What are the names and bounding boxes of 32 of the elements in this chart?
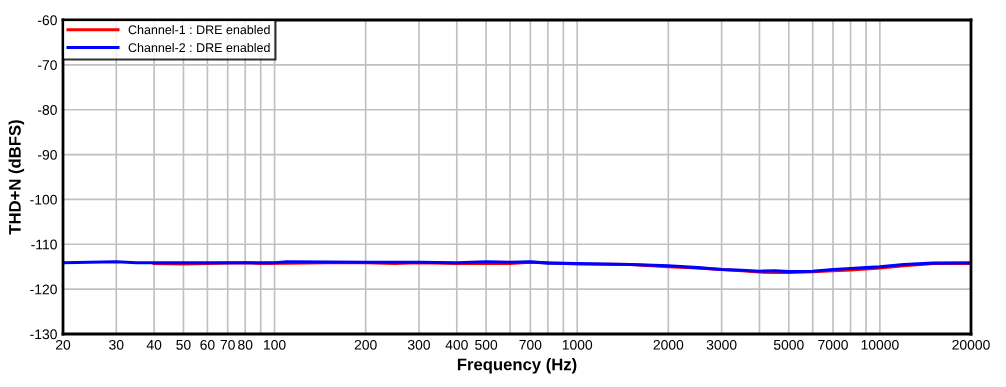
x-tick-label: 60	[200, 339, 215, 350]
y-tick-label: -80	[37, 105, 57, 115]
y-tick-label: -130	[30, 329, 57, 340]
y-tick-label: -60	[37, 15, 57, 26]
x-tick-label: 10000	[861, 339, 899, 350]
x-tick-label: 200	[354, 339, 377, 350]
x-tick-label: 100	[264, 339, 286, 350]
x-axis-title: Frequency (Hz)	[457, 358, 577, 374]
x-tick-label: 5000	[773, 339, 804, 350]
x-tick-label: 20000	[952, 339, 990, 350]
x-tick-label: 400	[445, 339, 468, 350]
y-tick-label: -90	[37, 149, 57, 160]
x-tick-label: 70	[220, 339, 235, 350]
y-tick-label: -70	[37, 60, 57, 71]
x-tick-label: 50	[176, 339, 191, 350]
x-tick-label: 3000	[706, 339, 737, 350]
x-tick-label: 1000	[562, 339, 593, 350]
x-tick-label: 40	[146, 339, 162, 350]
x-tick-label: 80	[238, 339, 253, 350]
x-tick-label: 30	[109, 339, 124, 350]
x-tick-label: 7000	[818, 339, 848, 350]
y-axis-title: THD+N (dBFS)	[8, 120, 25, 235]
legend-label: Channel-2 : DRE enabled	[128, 42, 270, 53]
x-tick-label: 2000	[653, 339, 684, 350]
legend-label: Channel-1 : DRE enabled	[128, 25, 270, 35]
x-tick-label: 500	[475, 339, 498, 350]
x-tick-label: 700	[519, 339, 542, 350]
x-tick-label: 20	[55, 339, 71, 350]
y-tick-label: -100	[30, 194, 57, 205]
y-tick-label: -110	[31, 239, 57, 250]
x-tick-label: 300	[407, 339, 431, 350]
y-tick-label: -120	[30, 284, 57, 295]
